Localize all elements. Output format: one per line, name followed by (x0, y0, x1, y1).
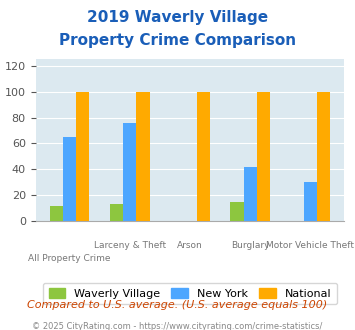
Bar (50, 206, 63, 221)
Text: 2019 Waverly Village: 2019 Waverly Village (87, 10, 268, 25)
Bar (197, 92, 210, 221)
Bar (110, 204, 123, 221)
Bar (244, 167, 257, 221)
Text: Larceny & Theft: Larceny & Theft (94, 241, 166, 249)
Text: Burglary: Burglary (231, 241, 269, 249)
Bar (257, 92, 270, 221)
Text: Motor Vehicle Theft: Motor Vehicle Theft (267, 241, 354, 249)
Text: All Property Crime: All Property Crime (28, 254, 111, 263)
Bar (63, 137, 76, 221)
Bar (317, 92, 330, 221)
Text: Property Crime Comparison: Property Crime Comparison (59, 33, 296, 48)
Bar (123, 123, 136, 221)
Legend: Waverly Village, New York, National: Waverly Village, New York, National (43, 282, 337, 305)
Bar (136, 92, 149, 221)
Text: © 2025 CityRating.com - https://www.cityrating.com/crime-statistics/: © 2025 CityRating.com - https://www.city… (32, 322, 323, 330)
Bar (76, 92, 89, 221)
Text: Compared to U.S. average. (U.S. average equals 100): Compared to U.S. average. (U.S. average … (27, 300, 328, 310)
Bar (304, 182, 317, 221)
Bar (230, 202, 244, 221)
Text: Arson: Arson (177, 241, 203, 249)
